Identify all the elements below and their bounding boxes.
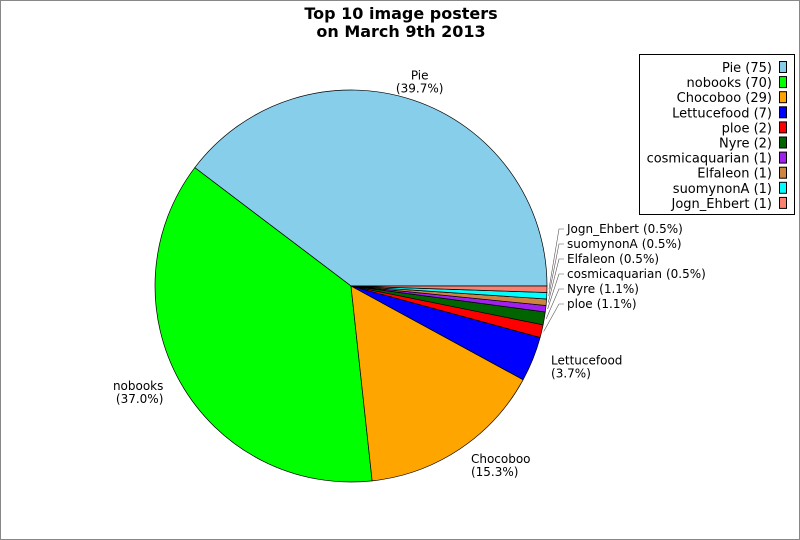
slice-label-name: Lettucefood [551,353,622,367]
slice-label: suomynonA (0.5%) [567,237,682,251]
legend-label: Chocoboo (29) [677,91,772,106]
legend-swatch [779,181,787,194]
legend-swatch [779,121,787,134]
slice-label-name: Chocoboo [471,452,531,466]
slice-label-percent: (3.7%) [551,366,591,380]
slice-label: Lettucefood (3.7%) [551,353,622,380]
legend-swatch [779,106,787,119]
slice-label-percent: (39.7%) [396,82,443,96]
pie-slice-chocoboo [350,285,524,482]
slice-label-name: Elfaleon [567,252,615,266]
slice-label: Pie (39.7%) [396,69,443,96]
slice-leader-line [545,288,564,319]
slice-leader-line [543,303,564,332]
slice-leader-line [548,243,564,296]
slice-label-name: Pie [411,69,429,83]
slice-label-percent: (0.5%) [643,222,683,236]
slice-leader-line [548,228,564,290]
legend-label: Lettucefood (7) [672,106,772,121]
slice-label-percent: (37.0%) [116,392,163,406]
legend-swatch [779,136,787,149]
legend: Pie (75)nobooks (70)Chocoboo (29)Lettuce… [639,54,795,215]
legend-box [639,54,795,215]
chart-title-line-1: Top 10 image posters [304,4,497,23]
legend-swatch [779,61,787,73]
slice-label-name: suomynonA [567,237,639,251]
chart-title-line-2: on March 9th 2013 [316,22,485,41]
slice-label-name: ploe [567,297,593,311]
slice-label: Jogn_Ehbert (0.5%) [566,222,683,236]
slice-leader-line [547,258,564,303]
slice-label-name: nobooks [113,379,163,393]
slice-label: Nyre (1.1%) [567,282,639,296]
slice-label-percent: (0.5%) [619,252,659,266]
legend-label: Elfaleon (1) [697,167,772,182]
pie-slice-pie [194,89,548,287]
slice-label: ploe (1.1%) [567,297,637,311]
legend-swatch [779,91,787,104]
slice-label: Chocoboo (15.3%) [471,452,531,479]
slice-label-name: Nyre [567,282,595,296]
slice-label: nobooks (37.0%) [113,379,163,406]
slice-label-name: cosmicaquarian [567,267,662,281]
slice-label: Elfaleon (0.5%) [567,252,659,266]
slice-label-percent: (0.5%) [642,237,682,251]
slice-label-percent: (0.5%) [666,267,706,281]
pie-slice-nobooks [154,167,373,483]
slice-leader-line [547,273,564,310]
slice-label: cosmicaquarian (0.5%) [567,267,706,281]
slice-label-percent: (1.1%) [599,282,639,296]
legend-label: cosmicaquarian (1) [647,152,772,167]
legend-swatch [779,166,787,179]
legend-swatch [779,76,787,89]
legend-label: ploe (2) [722,121,772,136]
pie-slice-jogn_ehbert [350,285,548,293]
slice-label-percent: (1.1%) [597,297,637,311]
slice-label-percent: (15.3%) [471,465,518,479]
legend-swatch [779,151,787,164]
legend-label: suomynonA (1) [673,182,772,197]
legend-label: Pie (75) [722,61,772,76]
legend-label: Nyre (2) [719,137,772,152]
legend-label: Jogn_Ehbert (1) [671,197,772,212]
legend-label: nobooks (70) [687,76,772,91]
slice-label-name: Jogn_Ehbert [566,222,639,236]
legend-swatch [779,196,787,209]
